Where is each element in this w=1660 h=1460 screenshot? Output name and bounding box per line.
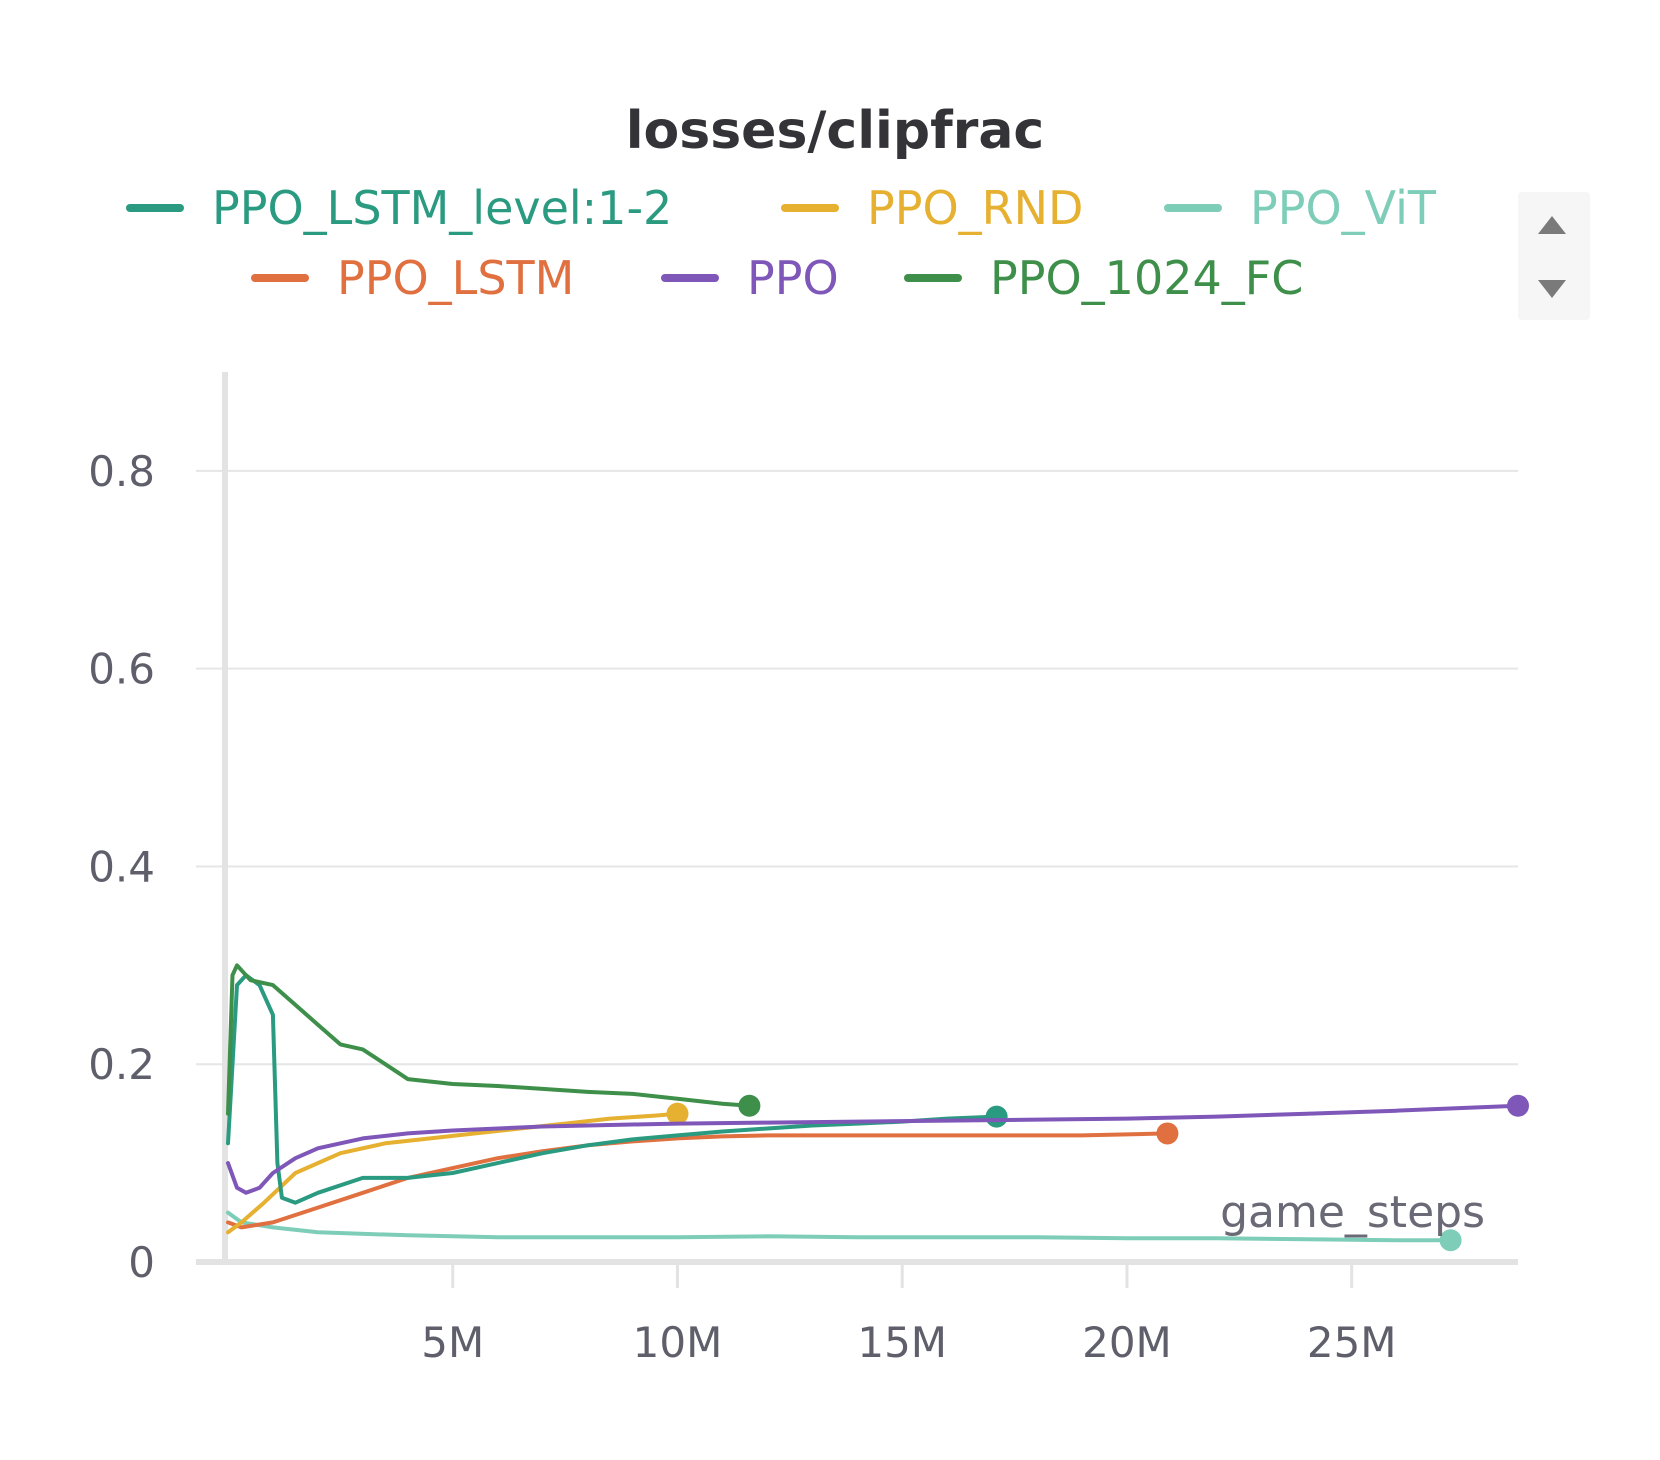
series-end-marker [985, 1105, 1008, 1128]
series-line [226, 963, 752, 1116]
legend-scroll-panel [1518, 192, 1590, 320]
x-tick-label: 25M [1307, 1318, 1397, 1367]
y-tick-labels: 0 0.2 0.4 0.6 0.8 [88, 447, 155, 1287]
series-end-marker [738, 1094, 761, 1117]
x-axis-label: game_steps [1220, 1187, 1485, 1238]
series-end-marker [666, 1102, 689, 1125]
series-line [226, 1111, 680, 1235]
series-end-marker [1507, 1094, 1529, 1117]
y-tick-label: 0.2 [88, 1040, 155, 1089]
legend-entry[interactable]: PPO_1024_FC [990, 251, 1303, 305]
series-end-marker [1439, 1229, 1462, 1252]
y-tick-label: 0.6 [88, 645, 155, 694]
chart-title: losses/clipfrac [626, 101, 1045, 161]
legend-scroll-controls [1518, 192, 1590, 320]
legend-scroll-up-icon[interactable] [1538, 216, 1566, 234]
x-tick-labels: 5M 10M 15M 20M 25M [421, 1262, 1397, 1367]
series-line [226, 1103, 1520, 1195]
y-tick-label: 0.8 [88, 447, 155, 496]
series-line [226, 1210, 1453, 1243]
legend: PPO_LSTM_level:1-2 PPO_RND PPO_ViT PPO_LSTM… [126, 181, 1437, 305]
legend-entry[interactable]: PPO_LSTM [337, 251, 574, 305]
series-end-marker [1156, 1122, 1179, 1145]
legend-entry[interactable]: PPO_RND [867, 181, 1083, 235]
legend-entry[interactable]: PPO_ViT [1250, 181, 1437, 235]
series-line [226, 1131, 1170, 1230]
grid [196, 469, 1518, 1066]
x-tick-label: 20M [1082, 1318, 1172, 1367]
series-line [226, 973, 999, 1205]
x-tick-label: 15M [857, 1318, 947, 1367]
y-tick-label: 0 [128, 1238, 155, 1287]
y-tick-label: 0.4 [88, 842, 155, 891]
x-tick-label: 5M [421, 1318, 484, 1367]
x-tick-label: 10M [633, 1318, 723, 1367]
legend-entry[interactable]: PPO [747, 251, 839, 305]
legend-scroll-down-icon[interactable] [1538, 280, 1566, 298]
legend-entry[interactable]: PPO_LSTM_level:1-2 [212, 181, 672, 235]
series-lines [226, 963, 1529, 1252]
axes [196, 372, 1518, 1265]
